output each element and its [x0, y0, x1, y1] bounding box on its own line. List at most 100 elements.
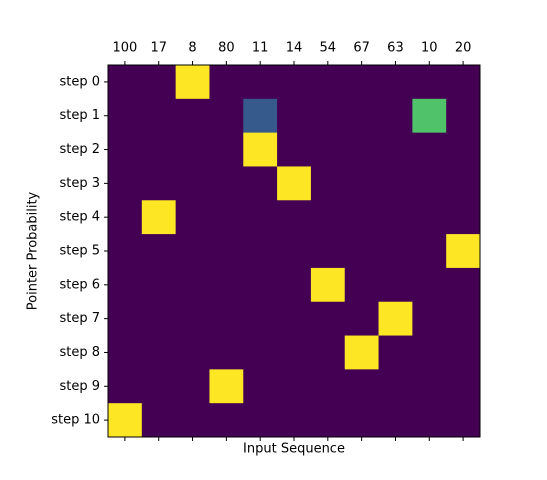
heatmap-cell: [141, 403, 177, 438]
heatmap-cell: [141, 335, 177, 370]
heatmap-cell: [243, 200, 278, 235]
heatmap-cell: [344, 335, 380, 370]
heatmap-cell: [141, 267, 177, 303]
heatmap-cell: [446, 369, 481, 404]
heatmap-cell: [175, 403, 210, 438]
heatmap-cell: [344, 267, 380, 303]
heatmap-cell: [412, 335, 447, 370]
heatmap-cell: [277, 98, 312, 134]
heatmap-cell: [412, 132, 447, 167]
heatmap-cell: [108, 369, 143, 404]
heatmap-cell: [243, 301, 278, 337]
heatmap-cell: [243, 403, 278, 438]
heatmap-cell: [277, 267, 312, 303]
heatmap-cell: [277, 234, 312, 269]
heatmap-cell: [108, 267, 143, 303]
heatmap-cell: [108, 234, 143, 269]
heatmap-cell: [446, 98, 481, 134]
heatmap-cell: [108, 403, 143, 438]
x-tick-label: 80: [218, 41, 235, 56]
heatmap-cell: [141, 132, 177, 167]
x-tick-label: 54: [320, 41, 337, 56]
heatmap-cell: [277, 200, 312, 235]
heatmap-cell: [378, 369, 413, 404]
heatmap-cell: [378, 234, 413, 269]
heatmap-cell: [243, 335, 278, 370]
heatmap-cell: [277, 65, 312, 100]
heatmap-cell: [344, 301, 380, 337]
heatmap-cell: [378, 267, 413, 303]
heatmap-cell: [141, 65, 177, 100]
heatmap-cell: [412, 200, 447, 235]
heatmap-cell: [310, 301, 346, 337]
heatmap-cell: [344, 65, 380, 100]
heatmap-cell: [344, 200, 380, 235]
heatmap-cell: [446, 301, 481, 337]
heatmap-cell: [378, 65, 413, 100]
heatmap-cell: [446, 200, 481, 235]
heatmap-cell: [446, 267, 481, 303]
heatmap-cell: [175, 234, 210, 269]
heatmap-cell: [175, 132, 210, 167]
heatmap-cell: [344, 98, 380, 134]
heatmap-cell: [378, 403, 413, 438]
y-tick-label: step 6: [59, 277, 100, 292]
x-tick-label: 100: [112, 41, 137, 56]
heatmap-cell: [446, 234, 481, 269]
y-tick-label: step 0: [59, 74, 100, 89]
heatmap-cell: [412, 65, 447, 100]
heatmap-cell: [412, 234, 447, 269]
heatmap-cell: [310, 98, 346, 134]
heatmap-cell: [412, 403, 447, 438]
heatmap-cell: [209, 335, 244, 370]
heatmap-cell: [141, 98, 177, 134]
heatmap-cell: [108, 200, 143, 235]
heatmap-cell: [446, 403, 481, 438]
heatmap-cell: [446, 65, 481, 100]
heatmap-cell: [175, 98, 210, 134]
y-tick-label: step 3: [59, 176, 100, 191]
heatmap-cell: [175, 335, 210, 370]
heatmap-cell: [310, 403, 346, 438]
y-tick-label: step 7: [59, 311, 100, 326]
x-tick-label: 11: [252, 41, 269, 56]
heatmap-cell: [412, 369, 447, 404]
heatmap-cell: [175, 267, 210, 303]
heatmap-cell: [277, 301, 312, 337]
plot-frame: [107, 64, 481, 438]
heatmap-cell: [310, 234, 346, 269]
heatmap-cell: [378, 166, 413, 201]
heatmap-cell: [141, 369, 177, 404]
heatmap-cell: [277, 166, 312, 201]
heatmap-cell: [344, 369, 380, 404]
heatmap-cell: [141, 200, 177, 235]
x-tick-label: 8: [188, 41, 196, 56]
heatmap-cell: [108, 132, 143, 167]
heatmap-cell: [108, 335, 143, 370]
heatmap-cell: [310, 335, 346, 370]
heatmap-cell: [412, 301, 447, 337]
heatmap-cell: [243, 132, 278, 167]
heatmap-cell: [175, 369, 210, 404]
heatmap-cell: [175, 166, 210, 201]
heatmap-cell: [243, 369, 278, 404]
heatmap-cell: [243, 234, 278, 269]
heatmap-cell: [209, 369, 244, 404]
heatmap-cell: [344, 403, 380, 438]
heatmap-cell: [175, 65, 210, 100]
heatmap-cell: [378, 200, 413, 235]
heatmap-cell: [446, 132, 481, 167]
heatmap-cell: [141, 166, 177, 201]
heatmap-cell: [108, 166, 143, 201]
heatmap-cell: [310, 132, 346, 167]
x-tick-label: 17: [150, 41, 167, 56]
heatmap-cell: [209, 98, 244, 134]
heatmap-cell: [243, 65, 278, 100]
heatmap-cell: [209, 234, 244, 269]
heatmap-cell: [175, 200, 210, 235]
heatmap-cell: [446, 166, 481, 201]
x-tick-label: 10: [421, 41, 438, 56]
y-tick-label: step 8: [59, 345, 100, 360]
heatmap-cell: [141, 301, 177, 337]
heatmap-cell: [310, 166, 346, 201]
